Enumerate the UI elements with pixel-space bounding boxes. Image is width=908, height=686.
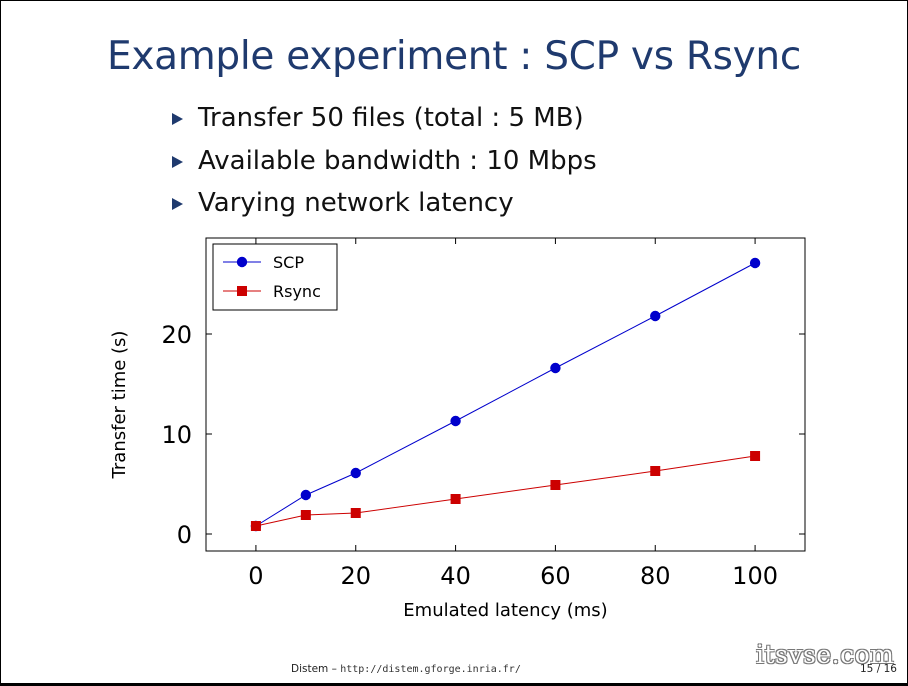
bullet-text: Transfer 50 files (total : 5 MB)	[198, 103, 584, 134]
bullet-item: Transfer 50 files (total : 5 MB)	[172, 97, 597, 140]
footer-url[interactable]: http://distem.gforge.inria.fr/	[340, 664, 521, 675]
bullet-item: Available bandwidth : 10 Mbps	[172, 140, 597, 183]
data-point-scp	[300, 489, 312, 501]
watermark: itsvse.com	[756, 640, 895, 669]
footer: Distem – http://distem.gforge.inria.fr/	[291, 663, 521, 675]
bullet-triangle-icon	[172, 155, 183, 168]
y-axis-label: Transfer time (s)	[109, 331, 130, 480]
x-tick-label: 60	[540, 562, 571, 590]
data-point-rsync	[350, 508, 361, 518]
legend-marker-rsync	[237, 286, 247, 296]
bullet-triangle-icon	[172, 113, 183, 126]
x-tick-label: 0	[248, 562, 263, 590]
slide-title: Example experiment : SCP vs Rsync	[107, 34, 801, 79]
data-point-scp	[350, 467, 361, 479]
data-point-scp	[450, 415, 461, 427]
y-tick-label: 0	[177, 521, 192, 549]
x-tick-label: 80	[640, 562, 671, 590]
data-point-scp	[550, 362, 561, 374]
legend-label-rsync: Rsync	[273, 282, 321, 301]
bullet-text: Available bandwidth : 10 Mbps	[198, 145, 597, 176]
x-tick-label: 20	[340, 562, 371, 590]
data-point-rsync	[750, 451, 761, 461]
y-tick-label: 10	[161, 421, 192, 449]
footer-author: Distem	[291, 663, 329, 675]
bullet-text: Varying network latency	[198, 188, 514, 219]
x-tick-label: 100	[732, 562, 778, 590]
legend-label-scp: SCP	[273, 253, 304, 272]
data-point-rsync	[300, 510, 311, 520]
data-point-rsync	[550, 480, 561, 490]
bullet-triangle-icon	[172, 198, 183, 211]
data-point-rsync	[450, 494, 461, 504]
footer-separator: –	[328, 663, 341, 675]
bullet-item: Varying network latency	[172, 182, 597, 225]
legend-marker-scp	[236, 256, 248, 268]
bullet-list: Transfer 50 files (total : 5 MB) Availab…	[172, 97, 597, 225]
x-tick-label: 40	[440, 562, 471, 590]
y-tick-label: 20	[161, 321, 192, 349]
legend-box	[212, 243, 338, 311]
data-point-rsync	[250, 521, 261, 531]
data-point-scp	[650, 310, 661, 322]
x-axis-label: Emulated latency (ms)	[403, 600, 607, 621]
page-number: 15 / 16	[860, 663, 897, 675]
data-point-rsync	[650, 466, 661, 476]
data-point-scp	[749, 257, 761, 269]
